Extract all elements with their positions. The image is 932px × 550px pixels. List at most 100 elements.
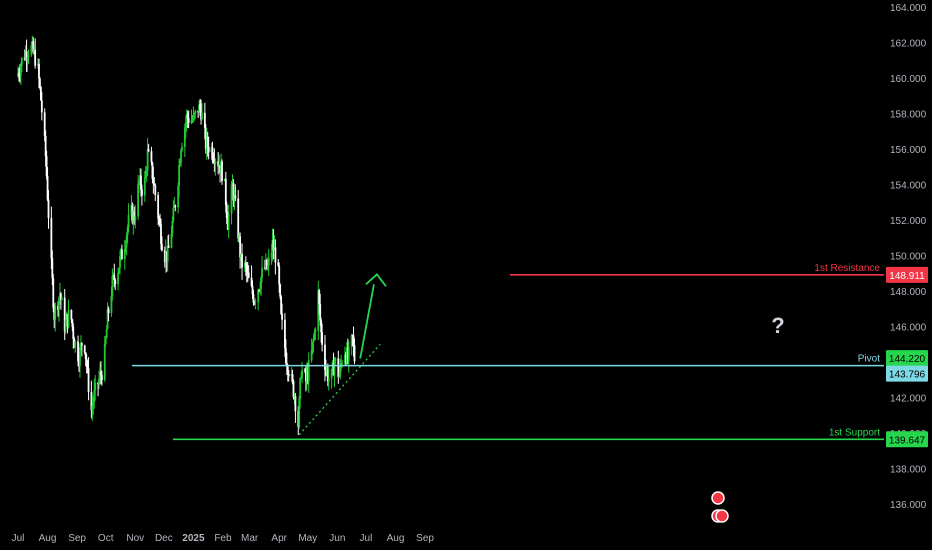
candle-body-192 <box>272 239 275 251</box>
candle-body-50 <box>83 345 86 353</box>
candle-body-167 <box>239 236 242 258</box>
candle-body-161 <box>231 183 234 185</box>
candle-body-250 <box>350 335 353 347</box>
candle-body-17 <box>39 78 41 87</box>
x-tick-label: May <box>298 533 317 544</box>
candle-body-209 <box>294 395 297 412</box>
candle-body-18 <box>39 86 42 101</box>
candle-body-126 <box>184 122 187 128</box>
candle-body-28 <box>53 307 56 320</box>
candle-body-59 <box>94 382 97 391</box>
candle-body-2 <box>19 75 21 77</box>
candle-body-196 <box>278 266 281 285</box>
candle-body-102 <box>152 178 155 184</box>
candle-body-129 <box>187 118 190 123</box>
candle-body-69 <box>107 308 110 314</box>
candle-body-103 <box>153 183 156 186</box>
y-tick-label: 162.000 <box>890 39 927 50</box>
candle-body-193 <box>273 247 276 251</box>
candle-body-42 <box>72 326 75 339</box>
candle-body-66 <box>104 338 107 344</box>
candle-body-242 <box>339 364 342 377</box>
candle-body-191 <box>271 239 274 253</box>
candle-body-173 <box>246 272 249 274</box>
y-tick-label: 154.000 <box>890 181 927 192</box>
candle-body-110 <box>163 250 166 263</box>
candle-body-226 <box>318 290 321 304</box>
y-tick-label: 156.000 <box>890 145 927 156</box>
candle-body-185 <box>264 267 266 269</box>
candle-body-35 <box>63 297 66 332</box>
x-tick-label: Jul <box>12 533 25 544</box>
candle-body-137 <box>199 104 201 110</box>
candle-body-76 <box>118 267 120 273</box>
candle-body-229 <box>321 332 324 345</box>
candle-body-84 <box>127 214 130 228</box>
candle-body-54 <box>87 368 90 393</box>
candle-body-31 <box>58 297 60 310</box>
candle-body-4 <box>20 57 23 66</box>
time-axis: Jul Aug Sep Oct Nov Dec 2025 Feb Mar Apr May Jun Jul… <box>12 533 435 544</box>
candle-body-200 <box>284 319 286 349</box>
candle-body-156 <box>224 178 227 205</box>
candle-body-157 <box>225 204 228 219</box>
candle-body-25 <box>50 218 53 259</box>
candle-body-159 <box>227 213 230 230</box>
candle-body-77 <box>119 256 121 268</box>
candle-body-43 <box>73 338 76 348</box>
candle-body-40 <box>70 309 73 320</box>
candle-body-104 <box>154 185 157 195</box>
projection-arrow <box>359 284 375 359</box>
y-tick-label: 158.000 <box>890 110 927 121</box>
candle-body-68 <box>106 308 109 330</box>
candle-body-56 <box>91 406 94 410</box>
candle-body-95 <box>143 177 146 196</box>
candle-body-80 <box>123 249 126 260</box>
candle-body-203 <box>286 366 289 374</box>
candle-body-82 <box>125 235 128 247</box>
x-tick-label: Jul <box>360 533 373 544</box>
candle-body-62 <box>99 372 101 379</box>
candle-body-79 <box>121 249 123 260</box>
candle-body-86 <box>131 205 134 223</box>
candle-body-34 <box>60 297 63 300</box>
y-tick-label: 160.000 <box>890 74 927 85</box>
candle-body-154 <box>221 161 223 182</box>
candle-body-206 <box>291 374 294 381</box>
candle-body-141 <box>204 127 207 149</box>
candle-body-36 <box>64 319 67 332</box>
candle-body-65 <box>103 343 106 380</box>
candle-body-170 <box>243 263 246 268</box>
candle-body-85 <box>130 205 133 215</box>
resistance-tag <box>886 266 928 283</box>
candle-body-6 <box>24 51 27 59</box>
candle-body-183 <box>260 277 262 289</box>
y-tick-label: 164.000 <box>890 3 927 14</box>
candle-body-93 <box>140 175 142 190</box>
x-tick-label: Sep <box>416 533 434 544</box>
candle-body-251 <box>351 335 354 337</box>
candle-body-237 <box>332 362 335 376</box>
candle-body-246 <box>345 354 347 363</box>
candle-body-39 <box>67 309 70 327</box>
candle-body-244 <box>341 363 344 365</box>
candle-body-37 <box>65 314 68 320</box>
candle-body-145 <box>210 147 213 153</box>
candle-body-64 <box>100 375 103 380</box>
candle-body-174 <box>247 272 250 278</box>
candle-body-195 <box>277 262 280 267</box>
candle-body-33 <box>59 293 62 300</box>
candle-body-24 <box>47 199 50 219</box>
x-tick-label: Nov <box>126 533 144 544</box>
candle-body-10 <box>30 44 33 55</box>
candle-body-205 <box>290 374 293 377</box>
candle-body-57 <box>92 402 95 407</box>
x-tick-label: Mar <box>241 533 259 544</box>
trendline <box>298 343 381 436</box>
candle-body-58 <box>93 390 96 403</box>
candle-body-130 <box>190 120 193 123</box>
candle-body-51 <box>84 352 87 359</box>
candle-body-219 <box>307 360 310 381</box>
candle-body-136 <box>198 104 201 113</box>
